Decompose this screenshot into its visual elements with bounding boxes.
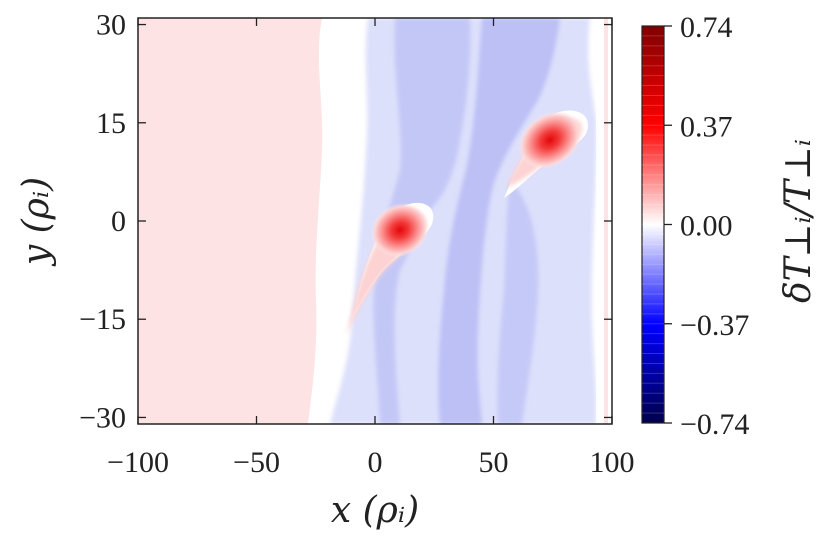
x-axis-label: x (ρᵢ) bbox=[331, 490, 419, 531]
heatmap-peak-b bbox=[504, 110, 588, 198]
y-tick-label: 30 bbox=[96, 9, 126, 42]
y-axis-ticks: −30 −15 0 15 30 bbox=[79, 9, 612, 434]
colorbar-tick-label: 0.74 bbox=[680, 11, 733, 44]
colorbar-tick-label: 0.37 bbox=[680, 110, 733, 143]
y-tick-label: 15 bbox=[96, 107, 126, 140]
colorbar: 0.74 0.37 0.00 −0.37 −0.74 δT⊥ᵢ/T⊥ᵢ bbox=[641, 11, 819, 441]
heatmap-field bbox=[138, 18, 612, 424]
colorbar-tick-label: −0.37 bbox=[680, 309, 749, 342]
x-tick-label: 50 bbox=[479, 446, 509, 479]
x-tick-label: 100 bbox=[590, 446, 635, 479]
x-axis-ticks: −100 −50 0 50 100 bbox=[107, 18, 635, 479]
x-tick-label: 0 bbox=[368, 446, 383, 479]
heatmap-peak-a bbox=[346, 202, 434, 336]
peak-b-core bbox=[518, 111, 582, 169]
heatmap-negative-streak-3 bbox=[497, 180, 539, 424]
x-tick-label: −100 bbox=[107, 446, 169, 479]
y-tick-label: −15 bbox=[79, 303, 126, 336]
heatmap-right-edge-white bbox=[596, 18, 604, 424]
y-tick-label: −30 bbox=[79, 401, 126, 434]
heatmap-negative-streak-2 bbox=[438, 18, 560, 424]
colorbar-label: δT⊥ᵢ/T⊥ᵢ bbox=[778, 139, 819, 303]
colorbar-ticks: 0.74 0.37 0.00 −0.37 −0.74 bbox=[642, 11, 749, 441]
colorbar-tick-label: 0.00 bbox=[680, 210, 733, 243]
y-axis-label: y (ρᵢ) bbox=[16, 177, 57, 267]
y-tick-label: 0 bbox=[111, 205, 126, 238]
peak-a-core bbox=[370, 202, 430, 258]
x-tick-label: −50 bbox=[233, 446, 280, 479]
colorbar-tick-label: −0.74 bbox=[680, 408, 749, 441]
